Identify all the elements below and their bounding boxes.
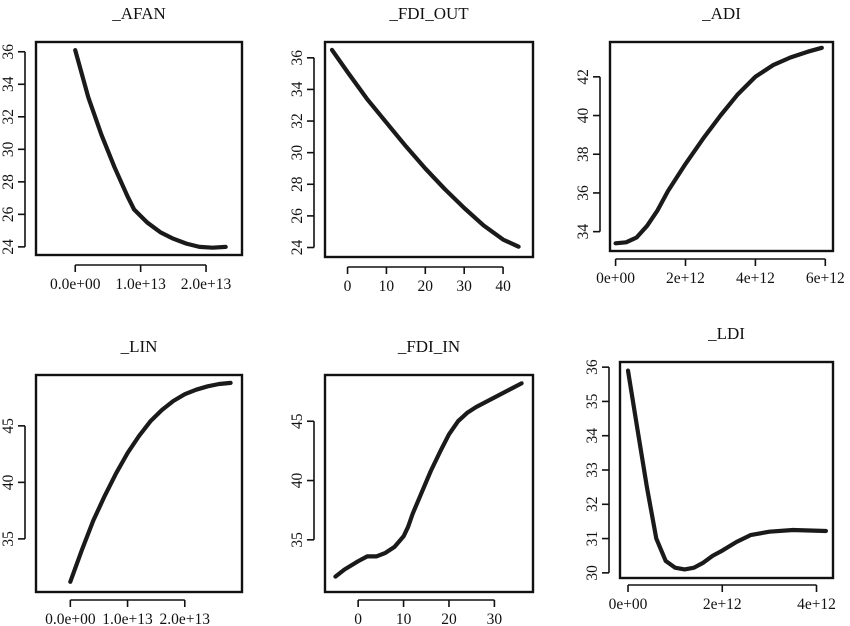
y-tick-label: 38 [575,146,592,162]
plot-frame [618,360,835,580]
x-tick-label: 2.0e+13 [181,276,232,293]
panel-0: _AFAN 0.0e+00 1.0e+13 2.0e+13 24 26 28 30 32 34 36 [0,4,244,293]
y-tick-label: 26 [0,206,17,222]
y-tick-label: 40 [0,474,17,490]
panel-1: _FDI_OUT 0 10 20 30 40 24 26 28 30 32 34 36 [289,4,535,295]
y-tick-label: 28 [0,174,17,190]
series-line [68,380,233,584]
panel-2: _ADI 0e+00 2e+12 4e+12 6e+12 34 36 38 40 42 [575,4,845,287]
chart-title: _FDI_OUT [388,4,469,23]
panel-5: _LDI 0e+00 2e+12 4e+12 30 31 32 33 34 35 36 [584,324,836,613]
x-tick-label: 0e+00 [596,270,635,287]
plot-frame [608,40,835,253]
y-tick-label: 30 [0,141,17,157]
y-tick-label: 34 [584,428,601,444]
x-tick-label: 1.0e+13 [102,611,153,626]
x-tick-label: 2.0e+13 [160,611,211,626]
x-tick-label: 4e+12 [797,596,836,613]
x-tick-label: 10 [379,278,395,295]
x-tick-label: 30 [487,611,503,626]
chart-title: _LIN [120,337,158,356]
x-tick-label: 40 [495,278,511,295]
y-tick-label: 24 [0,239,17,255]
y-tick-label: 35 [289,532,306,548]
y-tick-label: 45 [0,418,17,434]
y-tick-label: 32 [289,113,306,129]
y-tick-label: 36 [0,44,17,60]
x-tick-label: 6e+12 [806,270,845,287]
y-tick-label: 31 [584,531,601,547]
y-tick-label: 26 [289,208,306,224]
x-tick-label: 20 [418,278,434,295]
x-tick-label: 0 [344,278,352,295]
x-tick-label: 20 [441,611,457,626]
plot-frame [323,373,535,594]
x-tick-label: 2e+12 [703,596,742,613]
y-tick-label: 34 [0,76,17,92]
y-tick-label: 30 [289,145,306,161]
plot-frame [34,40,244,257]
y-tick-label: 28 [289,176,306,192]
y-tick-label: 36 [289,50,306,66]
y-tick-label: 35 [0,531,17,547]
chart-title: _FDI_IN [397,337,460,356]
chart-title: _ADI [701,4,741,23]
y-tick-label: 42 [575,69,592,85]
y-tick-label: 24 [289,240,306,256]
y-tick-label: 34 [575,224,592,240]
y-tick-label: 40 [575,108,592,124]
series-line [333,381,524,579]
y-tick-label: 30 [584,565,601,581]
panel-3: _LIN 0.0e+00 1.0e+13 2.0e+13 35 40 45 [0,337,244,626]
y-tick-label: 35 [584,393,601,409]
y-tick-label: 40 [289,473,306,489]
x-tick-label: 2e+12 [666,270,705,287]
y-tick-label: 36 [584,359,601,375]
series-line [329,47,521,249]
series-line [73,48,228,250]
x-tick-label: 10 [396,611,412,626]
series-line [625,368,828,572]
x-tick-label: 4e+12 [736,270,775,287]
plot-frame [34,373,244,594]
y-tick-label: 34 [289,81,306,97]
series-line [613,45,824,246]
x-tick-label: 0e+00 [609,596,648,613]
chart-title: _AFAN [111,4,166,23]
x-tick-label: 0 [354,611,362,626]
x-tick-label: 0.0e+00 [45,611,96,626]
chart-title: _LDI [707,324,745,343]
y-tick-label: 45 [289,413,306,429]
y-tick-label: 32 [584,497,601,513]
plot-frame [323,40,535,259]
x-tick-label: 0.0e+00 [50,276,101,293]
x-tick-label: 1.0e+13 [115,276,166,293]
y-tick-label: 32 [0,109,17,125]
x-tick-label: 30 [456,278,472,295]
y-tick-label: 33 [584,462,601,478]
y-tick-label: 36 [575,185,592,201]
panel-4: _FDI_IN 0 10 20 30 35 40 45 [289,337,535,626]
